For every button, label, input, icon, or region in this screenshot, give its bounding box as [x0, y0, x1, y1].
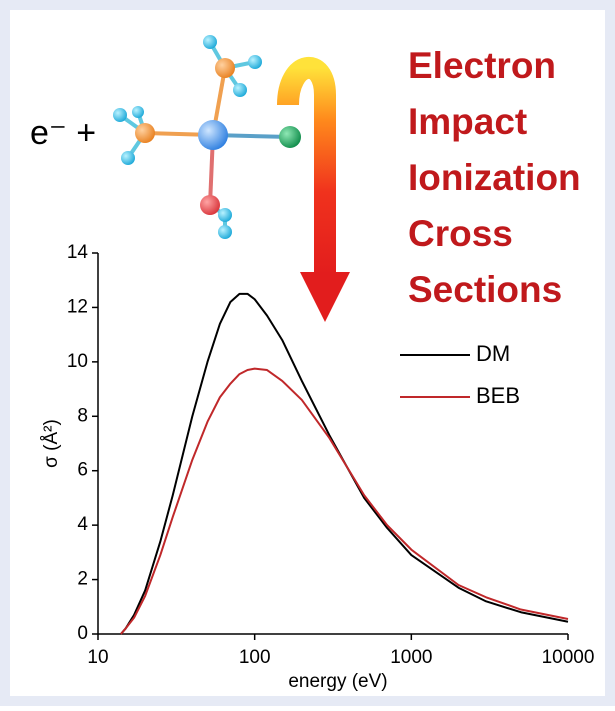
- y-tick-label: 6: [77, 460, 88, 481]
- molecule: [113, 35, 301, 239]
- y-tick-label: 8: [77, 405, 88, 426]
- y-tick-label: 2: [77, 569, 88, 590]
- x-axis-label: energy (eV): [288, 671, 387, 692]
- y-tick-label: 4: [77, 514, 88, 535]
- legend-label: BEB: [476, 383, 520, 408]
- series-line: [120, 292, 569, 635]
- chart-title: Cross: [408, 213, 513, 254]
- y-axis-label: σ (Å²): [41, 419, 62, 468]
- y-tick-label: 10: [67, 351, 88, 372]
- x-tick-label: 10: [87, 647, 108, 668]
- legend-label: DM: [476, 341, 510, 366]
- chart-title: Ionization: [408, 157, 581, 198]
- y-tick-label: 12: [67, 296, 88, 317]
- annotation: e⁻ +: [30, 114, 96, 152]
- panel: [10, 10, 605, 696]
- x-tick-label: 10000: [542, 647, 595, 668]
- chart-title: Sections: [408, 269, 562, 310]
- arrow: [277, 57, 350, 322]
- y-tick-label: 14: [67, 242, 89, 263]
- x-tick-label: 1000: [390, 647, 432, 668]
- y-tick-label: 0: [77, 623, 88, 644]
- chart-title: Electron: [408, 45, 556, 86]
- chart-title: Impact: [408, 101, 527, 142]
- series-line: [120, 367, 569, 635]
- x-tick-label: 100: [239, 647, 271, 668]
